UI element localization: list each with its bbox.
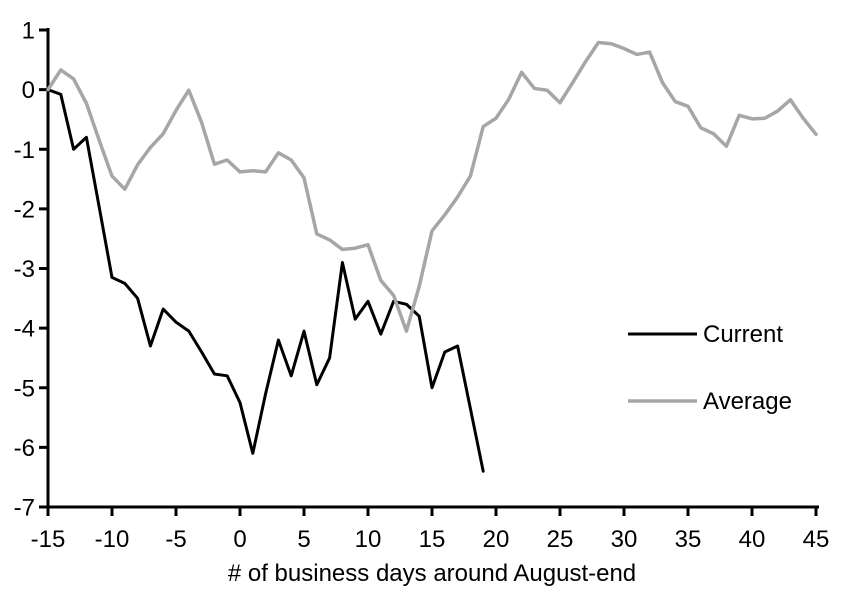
- y-tick-label: -7: [14, 495, 35, 522]
- legend-label-average: Average: [703, 388, 792, 415]
- x-tick-label: -5: [165, 526, 186, 553]
- x-tick-label: -15: [31, 526, 66, 553]
- legend: Current Average: [628, 321, 792, 415]
- y-tick-label: -6: [14, 435, 35, 462]
- legend-label-current: Current: [703, 321, 783, 348]
- y-tick-label: 1: [22, 18, 35, 45]
- x-tick-label: 35: [675, 526, 702, 553]
- x-axis-title: # of business days around August-end: [228, 560, 636, 587]
- x-tick-label: -10: [95, 526, 130, 553]
- y-tick-label: -2: [14, 196, 35, 223]
- y-tick-label: -3: [14, 256, 35, 283]
- x-tick-label: 45: [803, 526, 830, 553]
- y-tick-label: 0: [22, 77, 35, 104]
- y-tick-label: -4: [14, 316, 35, 343]
- y-tick-label: -1: [14, 137, 35, 164]
- axis-ticks: [39, 28, 818, 516]
- x-tick-label: 5: [297, 526, 310, 553]
- x-tick-label: 10: [355, 526, 382, 553]
- x-tick-label: 30: [611, 526, 638, 553]
- x-tick-label: 40: [739, 526, 766, 553]
- data-series: [46, 40, 818, 473]
- x-tick-label: 20: [483, 526, 510, 553]
- series-line-current: [46, 88, 485, 473]
- x-tick-label: 15: [419, 526, 446, 553]
- series-line-average: [46, 40, 818, 333]
- axis-tick-labels: 10-1-2-3-4-5-6-7-15 -10 -5 0 5 10 15 20 25 30 35 40…: [14, 18, 830, 554]
- x-tick-label: 0: [233, 526, 246, 553]
- axes: [46, 28, 819, 509]
- x-tick-label: 25: [547, 526, 574, 553]
- y-tick-label: -5: [14, 375, 35, 402]
